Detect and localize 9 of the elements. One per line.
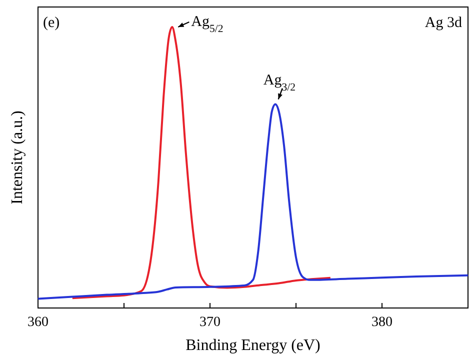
x-tick-label: 380 [372, 315, 392, 330]
x-tick-label: 370 [200, 315, 220, 330]
annotation: (e) [43, 15, 60, 31]
x-tick-label: 360 [28, 315, 48, 330]
annotation: Ag 3d [424, 15, 462, 31]
annotation: Ag$_{3/2}$ [263, 72, 296, 94]
x-axis-title: Binding Energy (eV) [186, 337, 320, 354]
annotation: Ag$_{5/2}$ [191, 14, 224, 35]
y-axis-title: Intensity (a.u.) [9, 110, 26, 204]
